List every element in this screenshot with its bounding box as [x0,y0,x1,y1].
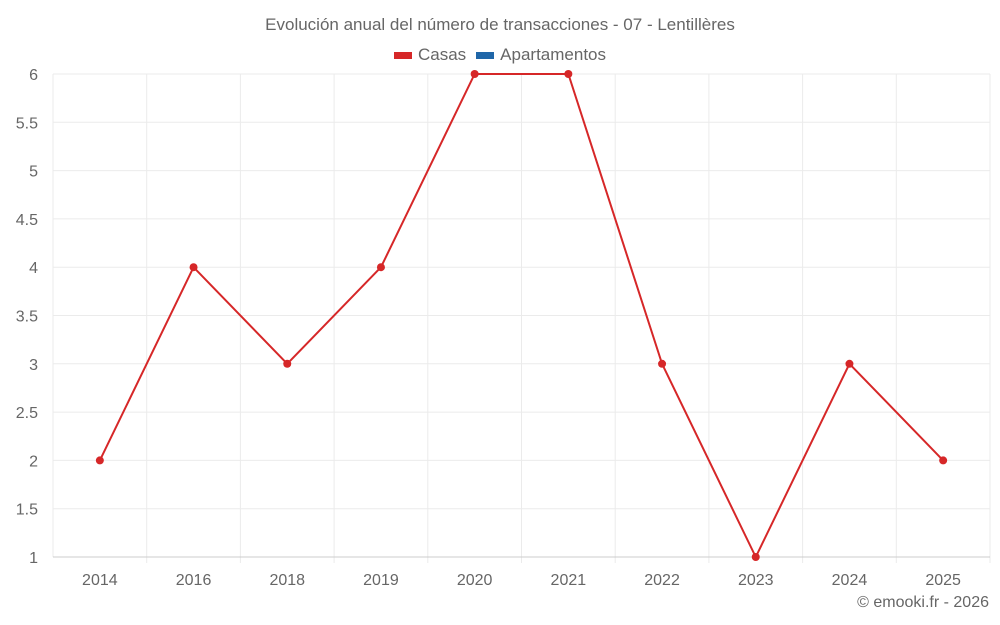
x-tick-label: 2022 [644,572,680,589]
legend-item-casas[interactable]: Casas [393,45,467,65]
data-point [283,359,292,368]
x-tick-label: 2024 [832,572,868,589]
y-tick-label: 2.5 [16,405,38,422]
legend-label-casas: Casas [417,45,467,64]
data-point [564,70,573,78]
legend-item-apartamentos[interactable]: Apartamentos [476,45,606,65]
y-tick-label: 5.5 [16,115,38,132]
y-tick-label: 6 [29,67,38,84]
credit: © emooki.fr - 2026 [857,594,989,611]
y-tick-label: 2 [29,453,38,470]
data-point [751,553,760,561]
x-tick-label: 2018 [269,572,305,589]
chart-title: Evolución anual del número de transaccio… [265,15,735,34]
y-tick-label: 3.5 [16,309,38,326]
y-tick-label: 1.5 [16,502,38,519]
y-tick-label: 4 [29,260,38,277]
legend: Casas Apartamentos [0,45,1000,65]
y-tick-label: 1 [29,550,38,567]
series-line-casas [98,73,944,560]
x-tick-label: 2016 [176,572,212,589]
data-point [189,263,198,272]
data-point [95,456,104,465]
data-point [939,456,948,465]
y-tick-label: 5 [29,164,38,181]
x-tick-label: 2025 [925,572,961,589]
legend-label-apartamentos: Apartamentos [500,45,607,64]
data-point [845,359,854,368]
y-tick-label: 3 [29,357,38,374]
legend-swatch-casas [393,51,412,59]
data-point [376,263,385,272]
data-point [658,359,667,368]
data-point [470,70,479,78]
x-tick-label: 2020 [457,572,493,589]
legend-swatch-apartamentos [476,51,495,59]
y-tick-label: 4.5 [16,212,38,229]
x-tick-label: 2023 [738,572,774,589]
x-tick-label: 2014 [82,572,118,589]
x-tick-label: 2021 [551,572,587,589]
x-tick-label: 2019 [363,572,399,589]
